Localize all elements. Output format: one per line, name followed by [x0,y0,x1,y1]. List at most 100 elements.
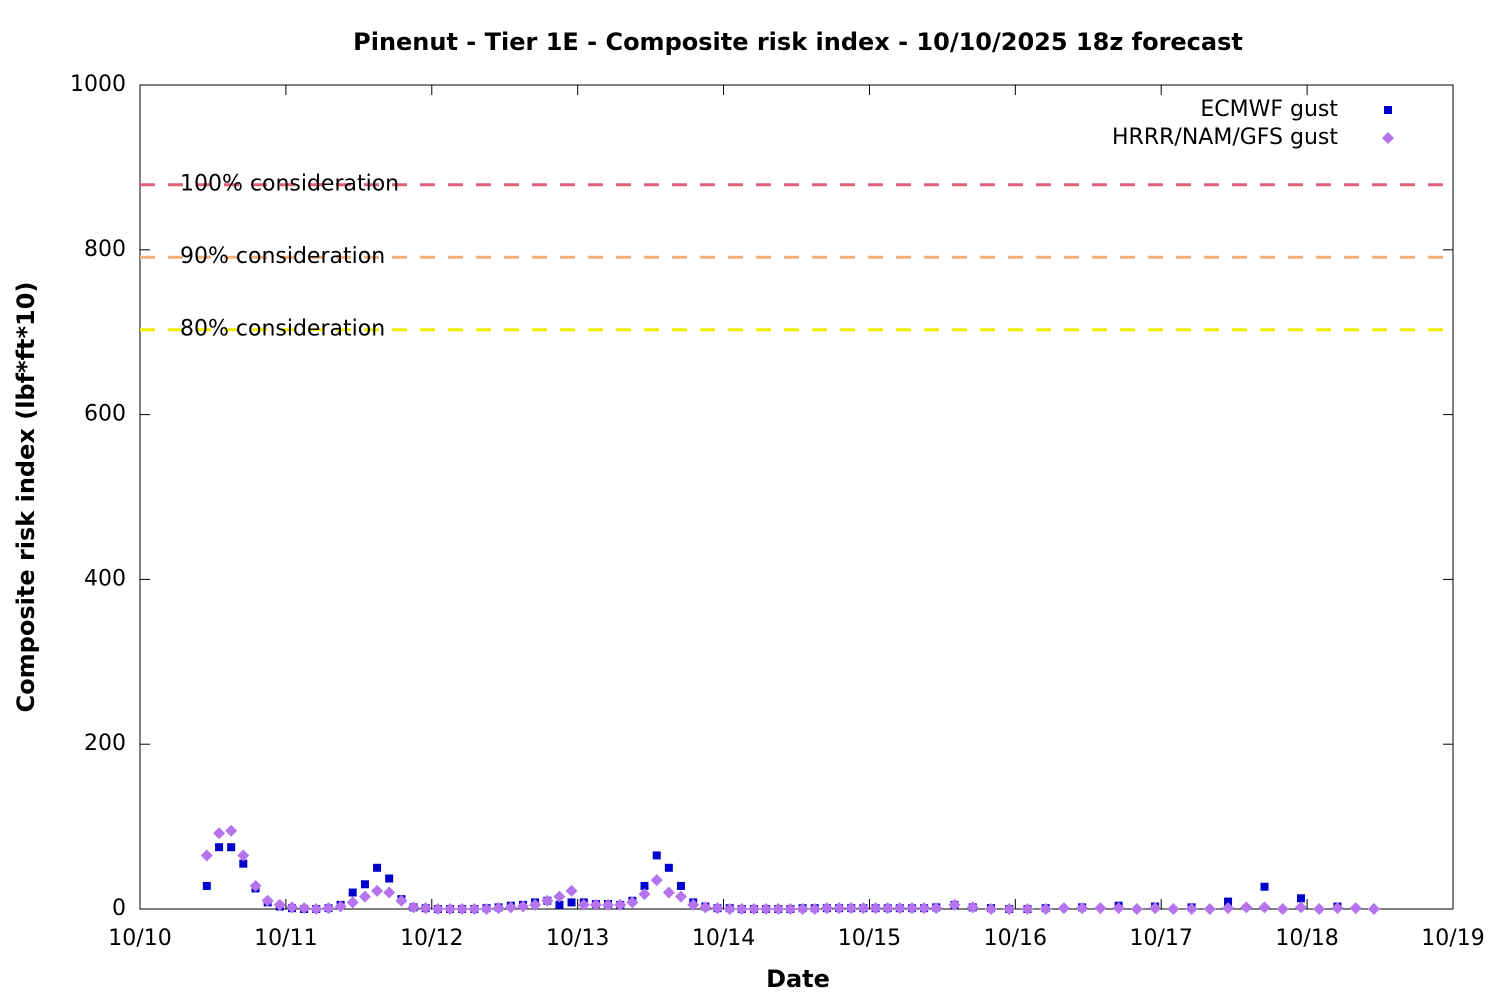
ecmwf-point [227,843,236,852]
ecmwf-point [567,898,576,907]
hrrr-point [565,884,578,897]
hrrr-point [237,849,250,862]
hrrr-point [984,903,997,915]
hrrr-point [298,902,311,915]
hrrr-point [881,902,894,915]
y-tick-label: 600 [84,402,126,427]
hrrr-point [711,902,724,915]
hrrr-point [820,902,833,915]
ecmwf-point [1260,882,1269,891]
hrrr-point [760,903,773,915]
ecmwf-point [555,900,564,909]
hrrr-point [1130,903,1143,915]
x-tick-label: 10/18 [1275,926,1338,951]
ecmwf-point [215,843,224,852]
hrrr-point [577,898,590,911]
hrrr-point [674,890,687,903]
hrrr-point [1003,903,1016,915]
y-tick-label: 1000 [70,72,126,97]
hrrr-point [480,903,493,915]
hrrr-point [614,898,627,911]
hrrr-point [1057,902,1070,915]
hrrr-point [735,903,748,915]
hrrr-point [1021,903,1034,915]
hrrr-point [407,901,420,914]
ecmwf-point [652,851,661,860]
hrrr-point [1112,902,1125,915]
hrrr-point [504,901,517,914]
hrrr-point [444,903,457,915]
hrrr-point [529,898,542,911]
hrrr-point [1039,903,1052,915]
hrrr-point [918,902,931,915]
hrrr-point [687,898,700,911]
hrrr-point [1167,903,1180,915]
hrrr-point [468,903,481,915]
hrrr-point [249,879,262,892]
hrrr-point [286,901,299,914]
threshold-label: 100% consideration [180,172,399,197]
hrrr-point [1276,903,1289,915]
ecmwf-point [348,888,357,897]
threshold-label: 80% consideration [180,317,385,342]
y-tick-label: 800 [84,237,126,262]
hrrr-point [1313,903,1326,915]
hrrr-point [589,898,602,911]
hrrr-point [541,894,554,907]
ecmwf-point [373,863,382,872]
y-tick-label: 200 [84,731,126,756]
ecmwf-point [640,881,649,890]
hrrr-point [213,827,226,840]
ecmwf-point [239,859,248,868]
x-tick-label: 10/16 [984,926,1047,951]
ecmwf-point [664,863,673,872]
hrrr-point [492,902,505,915]
hrrr-point [419,902,432,915]
hrrr-point [383,886,396,899]
hrrr-point [966,901,979,914]
hrrr-point [431,903,444,915]
hrrr-point [906,902,919,915]
ecmwf-point [360,880,369,889]
ecmwf-point [1224,897,1233,906]
hrrr-point [893,902,906,915]
hrrr-point [638,888,651,901]
hrrr-point [1258,901,1271,914]
hrrr-point [602,898,615,911]
threshold-label: 90% consideration [180,244,385,269]
hrrr-point [310,903,323,915]
hrrr-point [1240,901,1253,914]
hrrr-point [1094,902,1107,915]
ecmwf-point [676,881,685,890]
hrrr-point [1149,902,1162,915]
x-tick-label: 10/10 [108,926,171,951]
x-tick-label: 10/17 [1130,926,1193,951]
chart-title: Pinenut - Tier 1E - Composite risk index… [353,28,1243,56]
x-tick-label: 10/12 [400,926,463,951]
hrrr-point [857,902,870,915]
hrrr-point [346,896,359,909]
hrrr-point [747,903,760,915]
hrrr-point [1185,903,1198,915]
hrrr-point [273,898,286,911]
legend-marker [1384,106,1392,114]
hrrr-point [1203,903,1216,915]
y-tick-label: 400 [84,566,126,591]
x-tick-label: 10/11 [254,926,317,951]
hrrr-point [456,903,469,915]
hrrr-point [516,900,529,913]
y-axis-title: Composite risk index (lbf*ft*10) [12,282,40,713]
x-axis-title: Date [766,965,830,993]
hrrr-point [395,894,408,907]
hrrr-point [1076,902,1089,915]
hrrr-point [334,900,347,913]
hrrr-point [833,902,846,915]
ecmwf-point [1296,894,1305,903]
hrrr-point [699,901,712,914]
legend-marker [1382,132,1394,144]
hrrr-point [1349,902,1362,915]
hrrr-point [371,884,384,897]
legend-label: HRRR/NAM/GFS gust [1112,125,1338,150]
hrrr-point [930,902,943,915]
